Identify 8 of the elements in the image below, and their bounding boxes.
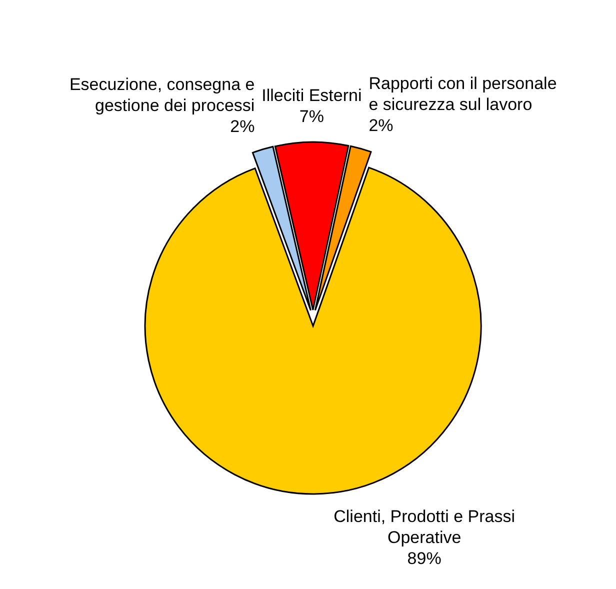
- data-label: 7%: [299, 107, 324, 126]
- slice-label: Clienti, Prodotti e Prassi Operative: [334, 506, 516, 547]
- data-label: 89%: [407, 548, 442, 568]
- slice-label: Esecuzione, consegna e gestione dei processi: [69, 74, 255, 115]
- data-label: 2%: [368, 116, 394, 136]
- slice-label: Illeciti Esterni: [262, 86, 362, 106]
- data-label: 2%: [230, 116, 255, 136]
- slice-label: Rapporti con il personale e sicurezza sul lavoro: [368, 74, 557, 114]
